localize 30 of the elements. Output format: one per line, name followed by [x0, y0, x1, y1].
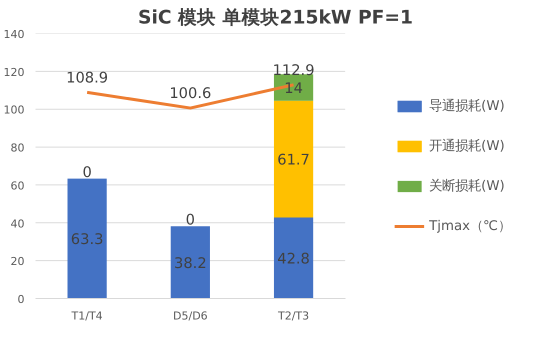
data-label: 100.6	[169, 85, 212, 102]
data-label: 63.3	[70, 231, 104, 248]
data-label: 14	[284, 80, 303, 97]
y-tick-label: 20	[10, 255, 25, 268]
bar	[68, 178, 107, 298]
legend-label: 导通损耗(W)	[429, 98, 506, 114]
data-label: 112.9	[272, 62, 315, 79]
data-label: 42.8	[277, 250, 310, 268]
data-label: 0	[186, 211, 196, 228]
y-tick-label: 80	[10, 142, 25, 155]
y-tick-label: 0	[18, 293, 24, 306]
x-tick-label: T2/T3	[276, 310, 310, 322]
y-tick-label: 140	[4, 28, 25, 41]
y-tick-label: 40	[10, 217, 25, 230]
bar	[274, 100, 314, 218]
data-label: 61.7	[277, 152, 310, 169]
chart-title: SiC 模块 单模块215kW PF=1	[138, 6, 413, 28]
legend-label: Tjmax（℃）	[429, 218, 511, 234]
data-label: 108.9	[66, 69, 108, 86]
data-label: 0	[82, 164, 92, 181]
y-tick-label: 120	[4, 66, 25, 79]
bar	[170, 226, 210, 298]
y-tick-label: 100	[4, 104, 25, 117]
y-tick-label: 60	[10, 179, 25, 192]
x-tick-label: T1/T4	[70, 310, 103, 322]
legend-label: 关断损耗(W)	[429, 178, 506, 194]
legend-label: 开通损耗(W)	[429, 138, 506, 154]
data-label: 38.2	[174, 254, 207, 272]
x-tick-label: D5/D6	[173, 310, 208, 322]
bar	[274, 217, 314, 298]
